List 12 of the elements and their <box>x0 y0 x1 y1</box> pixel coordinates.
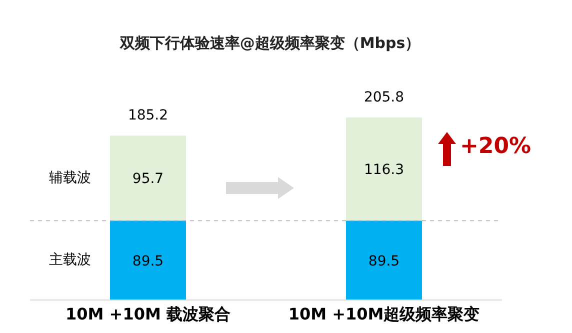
chart-title: 双频下行体验速率@超级频率聚变（Mbps） <box>118 34 422 53</box>
total-label: 185.2 <box>128 108 168 124</box>
x-tick-label: 10M +10M超级频率聚变 <box>288 304 480 324</box>
data-label: 89.5 <box>368 253 400 270</box>
data-label: 89.5 <box>132 253 164 270</box>
x-tick-label: 10M +10M 载波聚合 <box>66 304 230 324</box>
series-label: 主载波 <box>49 252 91 268</box>
data-label: 116.3 <box>364 162 404 178</box>
annotation: +20% <box>460 134 532 159</box>
series-label: 辅载波 <box>49 170 91 186</box>
data-label: 95.7 <box>132 171 164 188</box>
total-label: 205.8 <box>364 89 404 106</box>
